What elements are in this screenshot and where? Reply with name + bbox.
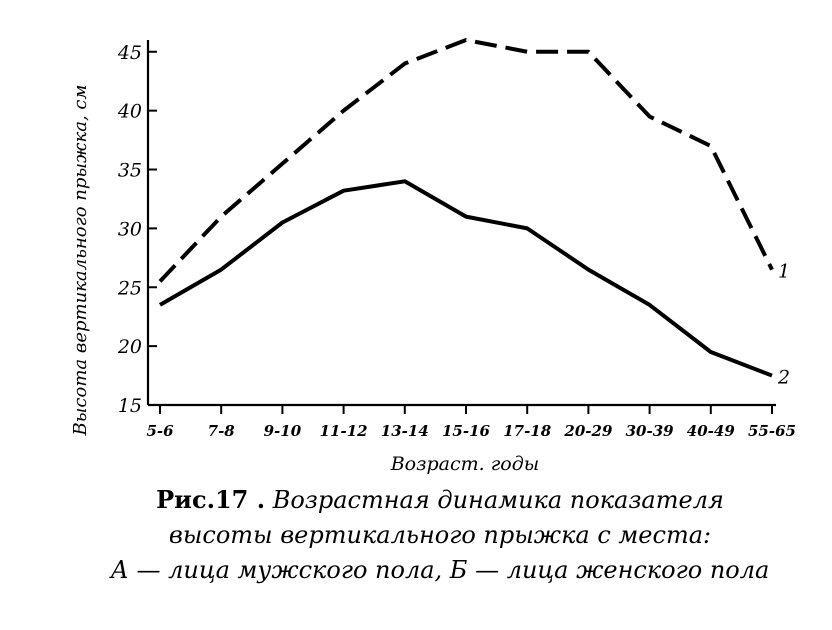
series-label: 1 [778, 261, 790, 283]
caption-line-3: А — лица мужского пола, Б — лица женског… [110, 556, 770, 584]
series-line-1 [158, 38, 774, 283]
y-tick-label: 40 [117, 101, 142, 123]
x-tick-label: 11-12 [320, 422, 368, 440]
caption-text-1: Возрастная динамика показателя [272, 486, 724, 514]
y-tick-label: 20 [117, 336, 142, 358]
x-tick-label: 15-16 [442, 422, 491, 440]
x-tick-label: 20-29 [563, 422, 613, 440]
y-tick-label: 30 [118, 218, 142, 240]
x-tick-label: 40-49 [687, 422, 736, 440]
x-tick-label: 7-8 [208, 422, 236, 440]
chart: 15 20 25 30 35 40 45 5-6 7-8 9-10 11-12 13-14 15-16 1… [70, 38, 796, 475]
x-tick-label: 30-39 [626, 422, 675, 440]
series-line-2 [159, 179, 773, 378]
series-label: 2 [777, 367, 790, 389]
y-tick-label: 25 [117, 277, 142, 299]
y-axis-label: Высота вертикального прыжка, см [70, 85, 91, 437]
y-tick-label: 45 [117, 42, 142, 64]
caption-line-2: высоты вертикального прыжка с места: [168, 521, 712, 549]
caption-line-1: Рис.17 . Возрастная динамика показателя [70, 482, 810, 518]
x-tick-label: 13-14 [381, 422, 429, 440]
x-tick-label: 55-65 [748, 422, 796, 440]
y-tick-label: 35 [118, 160, 142, 182]
figure-number: Рис.17 . [156, 485, 266, 514]
x-tick-label: 5-6 [146, 422, 174, 440]
figure-caption: Рис.17 . Возрастная динамика показателя … [70, 482, 810, 588]
y-tick-label: 15 [118, 395, 142, 417]
x-tick-label: 9-10 [264, 422, 302, 440]
x-tick-label: 17-18 [503, 422, 552, 440]
x-axis-label: Возраст. годы [390, 453, 540, 475]
